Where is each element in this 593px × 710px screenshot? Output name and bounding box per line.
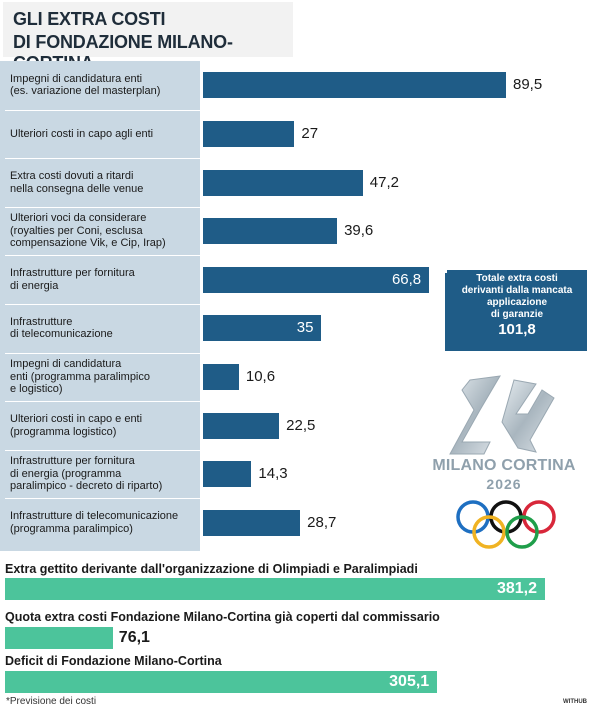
- category-label-line: Infrastrutture per fornitura: [10, 267, 135, 280]
- category-label: Infrastrutture di telecomunicazione (prog…: [10, 510, 198, 535]
- milano-cortina-2026-logo: [449, 375, 556, 549]
- bar-value-label: 22,5: [286, 416, 316, 434]
- total-label-line-2: derivanti dalla mancata: [461, 285, 573, 296]
- category-label-line: Impegni di candidatura: [10, 358, 122, 371]
- bar-value-label: 10,6: [245, 367, 276, 385]
- total-bracket: [441, 273, 447, 351]
- category-label: Ulteriori voci da considerare (royalties …: [10, 212, 198, 250]
- row-separator: [5, 449, 200, 451]
- bar-value-label: 28,7: [307, 513, 337, 531]
- total-label-line-3: applicazione: [486, 297, 547, 308]
- summary-value-label: 76,1: [118, 629, 150, 646]
- category-label-line: Infrastrutture di telecomunicazione: [10, 510, 179, 523]
- credit: WITHUB: [563, 699, 587, 705]
- summary-value-label: 305,1: [389, 673, 430, 690]
- category-label: Extra costi dovuti a ritardi nella conseg…: [10, 170, 198, 195]
- summary-value-label: 381,2: [496, 580, 537, 597]
- bar: [203, 315, 322, 342]
- row-separator: [5, 158, 200, 160]
- category-label-line: (royalties per Coni, esclusa: [10, 224, 143, 237]
- olympic-ring-yellow: [472, 515, 506, 549]
- category-label-line: enti (programma paralimpico: [10, 370, 150, 383]
- total-value: 101,8: [498, 321, 536, 338]
- category-label-line: nella consegna delle venue: [10, 182, 144, 195]
- category-label-line: Infrastrutture per fornitura: [10, 455, 135, 468]
- row-separator: [5, 304, 200, 305]
- category-label-line: di energia (programma: [10, 467, 122, 480]
- bar: [203, 266, 430, 293]
- row-separator: [5, 352, 200, 354]
- category-label-line: Ulteriori costi in capo e enti: [10, 413, 143, 425]
- row-separator: [5, 401, 200, 403]
- category-label-line: Ulteriori costi in capo agli enti: [10, 127, 154, 140]
- category-label-panel: [0, 61, 200, 551]
- bar-value-label: 47,2: [369, 173, 399, 191]
- category-label-line: (programma logistico): [10, 425, 117, 438]
- category-label: Impegni di candidatura enti (programma pa…: [10, 358, 198, 396]
- category-label-line: paralimpico - decreto di riparto): [10, 480, 163, 493]
- bar: [203, 169, 363, 196]
- category-label: Infrastrutture di telecomunicazione: [10, 316, 198, 341]
- category-label: Ulteriori costi in capo agli enti: [10, 128, 198, 141]
- summary-bar: [5, 671, 438, 693]
- category-label-line: Impegni di candidatura enti: [10, 72, 143, 85]
- bar: [203, 363, 239, 390]
- bar-value-label: 14,3: [258, 465, 288, 483]
- row-separator: [5, 109, 200, 111]
- row-separator: [5, 255, 200, 257]
- category-label-line: (es. variazione del masterplan): [10, 85, 161, 98]
- category-label: Infrastrutture per fornitura di energia: [10, 267, 198, 292]
- logo-year: 2026: [486, 476, 522, 492]
- category-label-line: e logistico): [10, 383, 63, 396]
- bar-value-label: 89,5: [513, 76, 543, 94]
- category-label-line: di energia: [10, 279, 59, 292]
- bar-value-label: 27: [301, 124, 319, 142]
- category-label: Infrastrutture per fornitura di energia (…: [10, 455, 198, 493]
- summary-bar: [5, 578, 545, 600]
- category-label-line: Extra costi dovuti a ritardi: [10, 170, 134, 182]
- bar: [203, 218, 338, 245]
- bar-value-label: 35: [296, 319, 314, 337]
- bar: [203, 120, 295, 147]
- summary-label: Quota extra costi Fondazione Milano-Cort…: [5, 610, 440, 624]
- bar: [203, 461, 252, 488]
- logo-name: MILANO CORTINA: [432, 457, 576, 474]
- category-label-line: (programma paralimpico): [10, 522, 133, 535]
- summary-label: Deficit di Fondazione Milano-Cortina: [5, 654, 222, 668]
- row-separator: [5, 206, 200, 208]
- category-label: Impegni di candidatura enti (es. variazio…: [10, 73, 198, 98]
- category-label-line: Ulteriori voci da considerare: [10, 212, 147, 225]
- title-box: GLI EXTRA COSTI DI FONDAZIONE MILANO-COR…: [3, 2, 293, 73]
- bar: [203, 72, 506, 99]
- category-label-line: Infrastrutture: [10, 315, 73, 328]
- footnote: *Previsione dei costi: [6, 696, 97, 707]
- chart-title-line-1: GLI EXTRA COSTI: [13, 9, 166, 29]
- total-label-line-4: di garanzie: [490, 309, 544, 320]
- category-label: Ulteriori costi in capo e enti (programma…: [10, 413, 198, 438]
- total-extra-costs-box: Totale extra costi derivanti dalla manca…: [447, 270, 587, 351]
- bar: [203, 509, 301, 536]
- bar-value-label: 66,8: [391, 270, 422, 288]
- row-separator: [5, 498, 200, 500]
- olympic-ring-green: [505, 515, 539, 549]
- total-label-line-1: Totale extra costi: [476, 273, 558, 284]
- category-label-line: di telecomunicazione: [10, 328, 113, 341]
- bar-value-label: 39,6: [344, 222, 374, 240]
- summary-label: Extra gettito derivante dall'organizzazi…: [5, 562, 418, 576]
- summary-bar: [5, 627, 113, 649]
- bar: [203, 412, 280, 439]
- category-label-line: compensazione Vik, e Cip, Irap): [10, 237, 166, 250]
